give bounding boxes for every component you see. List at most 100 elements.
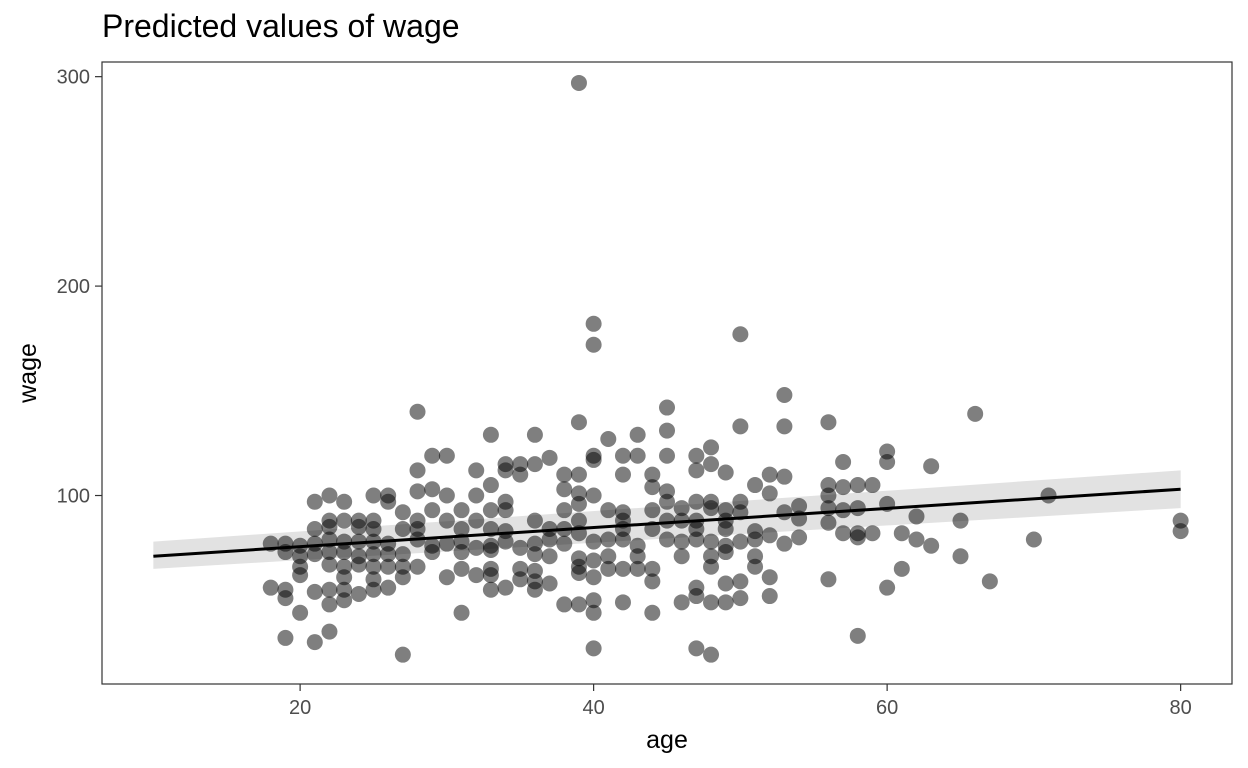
data-point xyxy=(849,477,866,494)
data-point xyxy=(600,548,617,565)
y-axis-title: wage xyxy=(14,343,42,404)
data-point xyxy=(644,560,661,577)
data-point xyxy=(614,466,631,483)
data-point xyxy=(614,531,631,548)
data-point xyxy=(732,418,749,435)
data-point xyxy=(644,479,661,496)
data-point xyxy=(262,579,279,596)
data-point xyxy=(644,604,661,621)
data-point xyxy=(820,414,837,431)
data-point xyxy=(570,74,587,91)
data-point xyxy=(409,462,426,479)
data-point xyxy=(659,493,675,510)
data-point xyxy=(776,468,793,485)
data-point xyxy=(923,458,940,475)
fit-line-layer xyxy=(153,487,1181,558)
data-point xyxy=(820,571,837,588)
data-point xyxy=(306,634,323,651)
data-point xyxy=(365,581,382,598)
data-point xyxy=(424,544,441,561)
data-point xyxy=(482,581,499,598)
data-point xyxy=(482,502,499,519)
data-point xyxy=(585,569,602,586)
data-point xyxy=(570,565,587,582)
data-point xyxy=(688,447,705,464)
data-point xyxy=(277,629,294,646)
data-point xyxy=(497,462,514,479)
data-point xyxy=(614,447,631,464)
data-point xyxy=(967,405,984,422)
data-point xyxy=(277,590,294,607)
data-point xyxy=(732,326,749,343)
data-point xyxy=(321,544,338,561)
data-point xyxy=(365,487,382,504)
data-point xyxy=(703,558,720,575)
data-point xyxy=(570,512,587,529)
data-point xyxy=(659,422,675,439)
data-point xyxy=(380,558,397,575)
plot-panel-border xyxy=(101,61,1233,685)
data-point xyxy=(556,481,573,498)
data-point xyxy=(659,447,675,464)
data-point xyxy=(570,414,587,431)
data-point xyxy=(600,430,617,447)
data-point xyxy=(688,531,705,548)
data-point xyxy=(424,447,441,464)
data-point xyxy=(644,573,661,590)
data-point xyxy=(952,512,969,529)
data-point xyxy=(791,529,808,546)
data-point xyxy=(585,592,602,609)
data-point xyxy=(747,477,764,494)
data-point xyxy=(453,502,470,519)
points-layer xyxy=(262,74,1189,663)
data-point xyxy=(365,558,382,575)
data-point xyxy=(644,466,661,483)
data-point xyxy=(629,447,646,464)
data-point xyxy=(292,567,309,584)
data-point xyxy=(908,508,925,525)
data-point xyxy=(673,500,690,517)
data-point xyxy=(526,426,543,443)
data-point xyxy=(497,502,514,519)
y-tick-label: 300 xyxy=(57,67,90,89)
data-point xyxy=(849,500,866,517)
data-point xyxy=(659,531,675,548)
data-point xyxy=(717,521,734,538)
data-point xyxy=(600,560,617,577)
data-point xyxy=(791,497,808,514)
data-point xyxy=(820,514,837,531)
data-point xyxy=(453,604,470,621)
data-point xyxy=(336,512,353,529)
data-point xyxy=(688,588,705,605)
data-point xyxy=(893,525,910,542)
data-point xyxy=(409,403,426,420)
data-point xyxy=(321,556,338,573)
data-point xyxy=(512,571,529,588)
y-tick-label: 100 xyxy=(57,486,90,508)
data-point xyxy=(659,512,675,529)
data-point xyxy=(468,487,485,504)
data-point xyxy=(497,533,514,550)
data-point xyxy=(585,315,602,332)
data-point xyxy=(306,521,323,538)
data-point xyxy=(336,493,353,510)
x-tick-label: 20 xyxy=(289,697,311,719)
data-point xyxy=(556,596,573,613)
data-point xyxy=(292,604,309,621)
data-point xyxy=(321,623,338,640)
data-point xyxy=(820,487,837,504)
chart-title: Predicted values of wage xyxy=(102,8,460,44)
data-point xyxy=(600,502,617,519)
data-point xyxy=(644,502,661,519)
data-point xyxy=(585,451,602,468)
data-point xyxy=(703,456,720,473)
data-point xyxy=(952,548,969,565)
data-point xyxy=(614,594,631,611)
data-point xyxy=(380,546,397,563)
data-point xyxy=(438,487,455,504)
data-point xyxy=(497,579,514,596)
data-point xyxy=(453,544,470,561)
data-point xyxy=(526,581,543,598)
data-point xyxy=(835,525,852,542)
